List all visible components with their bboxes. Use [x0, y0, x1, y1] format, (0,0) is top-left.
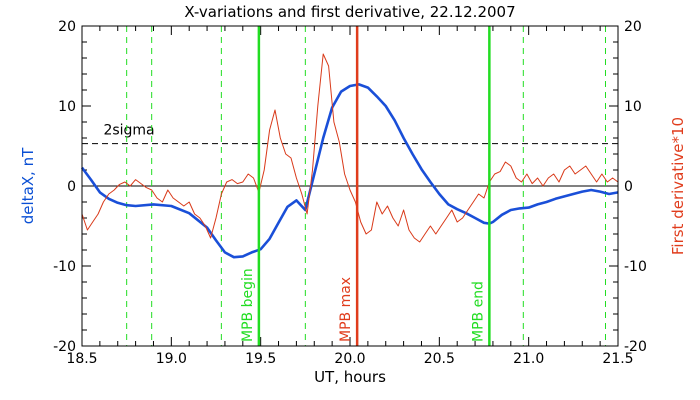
- two-sigma-label: 2sigma: [103, 123, 154, 139]
- series-derivative-line: [81, 53, 619, 243]
- event-line-layer: MPB begin MPB max MPB end: [240, 26, 491, 346]
- y-axis-label-left: deltaX, nT: [19, 147, 37, 224]
- y-tick-label-left: 20: [58, 19, 76, 35]
- y-tick-label-right: -10: [624, 259, 647, 275]
- x-axis-label: UT, hours: [314, 368, 386, 386]
- x-tick-label: 19.5: [245, 351, 276, 367]
- mpb-end-label: MPB end: [470, 281, 486, 342]
- x-tick-label: 21.5: [602, 351, 633, 367]
- mpb-max-label: MPB max: [338, 277, 354, 342]
- x-tick-label: 20.0: [334, 351, 365, 367]
- x-tick-label: 21.0: [513, 351, 544, 367]
- y-tick-label-right: 20: [624, 19, 642, 35]
- y-tick-label-right: -20: [624, 339, 647, 355]
- mpb-begin-label: MPB begin: [240, 268, 256, 342]
- y-tick-label-left: -20: [53, 339, 76, 355]
- x-tick-label: 18.5: [66, 351, 97, 367]
- y-tick-label-left: 10: [58, 99, 76, 115]
- y-axis-label-right: First derivative*10: [669, 117, 687, 255]
- x-tick-label: 20.5: [424, 351, 455, 367]
- plot-frame: [81, 25, 619, 347]
- y-tick-label-right: 10: [624, 99, 642, 115]
- y-tick-label-right: 0: [624, 179, 633, 195]
- y-tick-label-left: 0: [67, 179, 76, 195]
- series-layer: [80, 53, 619, 259]
- y-tick-label-left: -10: [53, 259, 76, 275]
- reference-line-layer: 2sigma: [82, 26, 618, 346]
- tick-label-layer: 18.5 19.0 19.5 20.0 20.5 21.0 21.5-20-1001020-…: [53, 19, 647, 367]
- x-tick-label: 19.0: [156, 351, 187, 367]
- chart-title: X-variations and first derivative, 22.12…: [184, 3, 515, 21]
- series-deltax-line: [80, 83, 619, 259]
